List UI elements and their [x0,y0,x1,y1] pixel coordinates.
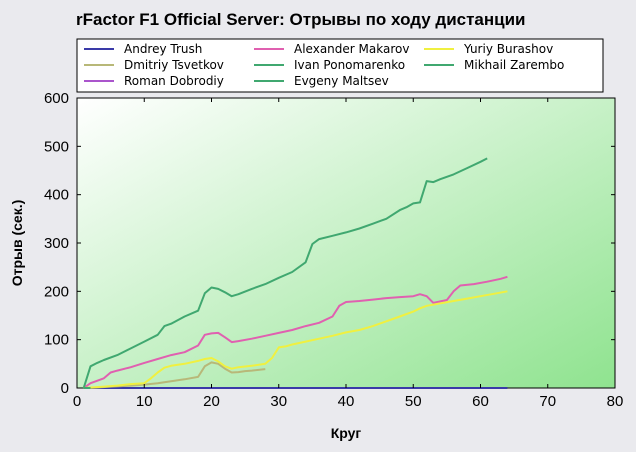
legend-label-mikhail-zarembo: Mikhail Zarembo [464,58,564,72]
x-tick-label: 50 [405,393,422,410]
y-axis-label: Отрыв (сек.) [9,200,25,287]
legend-label-roman-dobrodiy: Roman Dobrodiy [124,74,224,88]
x-tick-label: 70 [539,393,556,410]
legend: Andrey Trush Dmitriy Tsvetkov Roman Dobrod… [76,38,604,93]
x-tick-label: 0 [73,393,81,410]
x-tick-label: 60 [472,393,489,410]
y-tick-label: 600 [44,90,69,107]
x-axis-label: Круг [331,425,362,441]
x-tick-label: 40 [338,393,355,410]
legend-items: Andrey Trush Dmitriy Tsvetkov Roman Dobrod… [84,42,564,88]
y-tick-label: 500 [44,138,69,155]
series-line-dmitriy-tsvetkov [83,361,266,389]
x-tick-label: 30 [270,393,287,410]
legend-label-andrey-trush: Andrey Trush [124,42,202,56]
plot-area [76,97,616,389]
legend-label-alexander-makarov: Alexander Makarov [294,42,409,56]
y-tick-label: 300 [44,235,69,252]
legend-label-yuriy-burashov: Yuriy Burashov [463,42,553,56]
axes-layer: 0 10 20 30 40 50 60 70 80 0 100 200 300 400 500 600 [44,90,623,410]
x-tick-label: 80 [607,393,624,410]
x-tick-label: 10 [136,393,153,410]
legend-label-dmitriy-tsvetkov: Dmitriy Tsvetkov [124,58,224,72]
y-tick-label: 0 [61,380,69,397]
legend-box [76,38,604,93]
x-tick-label: 20 [203,393,220,410]
y-tick-label: 100 [44,332,69,349]
series-line-alexander-makarov [83,275,508,389]
series-line-yuriy-burashov [83,290,508,389]
legend-label-ivan-ponomarenko: Ivan Ponomarenko [294,58,405,72]
series-line-ivan-ponomarenko [82,157,488,389]
legend-label-evgeny-maltsev: Evgeny Maltsev [294,74,389,88]
y-tick-label: 400 [44,187,69,204]
y-tick-label: 200 [44,283,69,300]
series-layer [82,157,508,389]
chart-title: rFactor F1 Official Server: Отрывы по хо… [76,10,526,29]
